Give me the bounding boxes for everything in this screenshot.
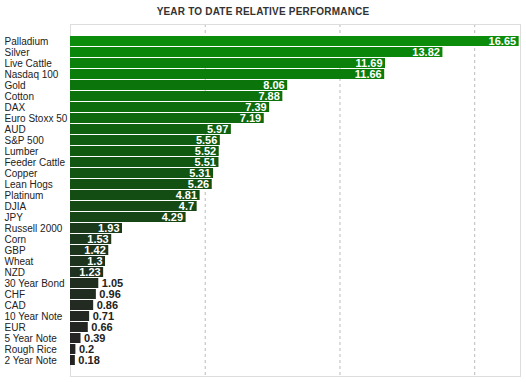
svg-text:1.05: 1.05 bbox=[101, 277, 124, 289]
svg-text:11.69: 11.69 bbox=[355, 57, 383, 69]
svg-text:Nasdaq 100: Nasdaq 100 bbox=[5, 69, 59, 80]
svg-text:0.71: 0.71 bbox=[92, 310, 115, 322]
svg-text:0.86: 0.86 bbox=[96, 299, 119, 311]
svg-text:CHF: CHF bbox=[5, 289, 26, 300]
html-text:YEAR TO DATE RELATIVE PERFORMA: YEAR TO DATE RELATIVE PERFORMANCE bbox=[156, 6, 370, 17]
svg-text:10 Year Note: 10 Year Note bbox=[5, 311, 63, 322]
svg-text:Palladium: Palladium bbox=[5, 36, 49, 47]
svg-text:13.82: 13.82 bbox=[412, 46, 440, 58]
svg-text:Live Cattle: Live Cattle bbox=[5, 58, 53, 69]
svg-text:Corn: Corn bbox=[5, 234, 27, 245]
svg-text:AUD: AUD bbox=[5, 124, 26, 135]
svg-text:1.93: 1.93 bbox=[98, 222, 120, 234]
svg-text:Wheat: Wheat bbox=[5, 256, 34, 267]
svg-text:30 Year Bond: 30 Year Bond bbox=[5, 278, 65, 289]
svg-text:5.97: 5.97 bbox=[206, 123, 229, 135]
svg-text:5.52: 5.52 bbox=[194, 145, 217, 157]
svg-text:DJIA: DJIA bbox=[5, 201, 27, 212]
svg-text:Lean Hogs: Lean Hogs bbox=[5, 179, 53, 190]
svg-text:8.06: 8.06 bbox=[263, 79, 285, 91]
svg-text:7.88: 7.88 bbox=[258, 90, 280, 102]
svg-text:0.18: 0.18 bbox=[78, 354, 99, 366]
svg-text:1.42: 1.42 bbox=[84, 244, 106, 256]
svg-text:5 Year Note: 5 Year Note bbox=[5, 333, 58, 344]
svg-text:1.23: 1.23 bbox=[79, 266, 100, 278]
svg-text:5.26: 5.26 bbox=[187, 178, 210, 190]
svg-text:2 Year Note: 2 Year Note bbox=[5, 355, 58, 366]
svg-text:7.19: 7.19 bbox=[240, 112, 261, 124]
svg-text:Euro Stoxx 50: Euro Stoxx 50 bbox=[5, 113, 68, 124]
svg-text:5.51: 5.51 bbox=[194, 156, 216, 168]
svg-text:16.65: 16.65 bbox=[489, 35, 517, 47]
svg-text:0.66: 0.66 bbox=[91, 321, 113, 333]
svg-text:Gold: Gold bbox=[5, 80, 26, 91]
svg-text:4.7: 4.7 bbox=[178, 200, 195, 212]
svg-text:7.39: 7.39 bbox=[245, 101, 267, 113]
svg-text:0.39: 0.39 bbox=[84, 332, 106, 344]
svg-text:Cotton: Cotton bbox=[5, 91, 34, 102]
svg-text:11.66: 11.66 bbox=[355, 68, 382, 80]
svg-text:0.2: 0.2 bbox=[78, 343, 95, 355]
svg-text:JPY: JPY bbox=[5, 212, 24, 223]
svg-text:Copper: Copper bbox=[5, 168, 38, 179]
svg-text:DAX: DAX bbox=[5, 102, 26, 113]
svg-text:5.31: 5.31 bbox=[189, 167, 211, 179]
svg-text:Platinum: Platinum bbox=[5, 190, 44, 201]
svg-text:GBP: GBP bbox=[5, 245, 26, 256]
svg-text:CAD: CAD bbox=[5, 300, 26, 311]
svg-text:Rough Rice: Rough Rice bbox=[5, 344, 58, 355]
svg-text:5.56: 5.56 bbox=[195, 134, 218, 146]
svg-text:1.3: 1.3 bbox=[87, 255, 103, 267]
svg-text:4.29: 4.29 bbox=[162, 211, 183, 223]
svg-text:Silver: Silver bbox=[5, 47, 31, 58]
svg-text:Feeder Cattle: Feeder Cattle bbox=[5, 157, 66, 168]
svg-text:Lumber: Lumber bbox=[5, 146, 40, 157]
svg-text:NZD: NZD bbox=[5, 267, 26, 278]
svg-text:4.81: 4.81 bbox=[175, 189, 198, 201]
svg-text:EUR: EUR bbox=[5, 322, 26, 333]
svg-text:1.53: 1.53 bbox=[87, 233, 109, 245]
svg-text:S&P 500: S&P 500 bbox=[5, 135, 45, 146]
svg-text:Russell 2000: Russell 2000 bbox=[5, 223, 63, 234]
svg-text:0.96: 0.96 bbox=[99, 288, 121, 300]
